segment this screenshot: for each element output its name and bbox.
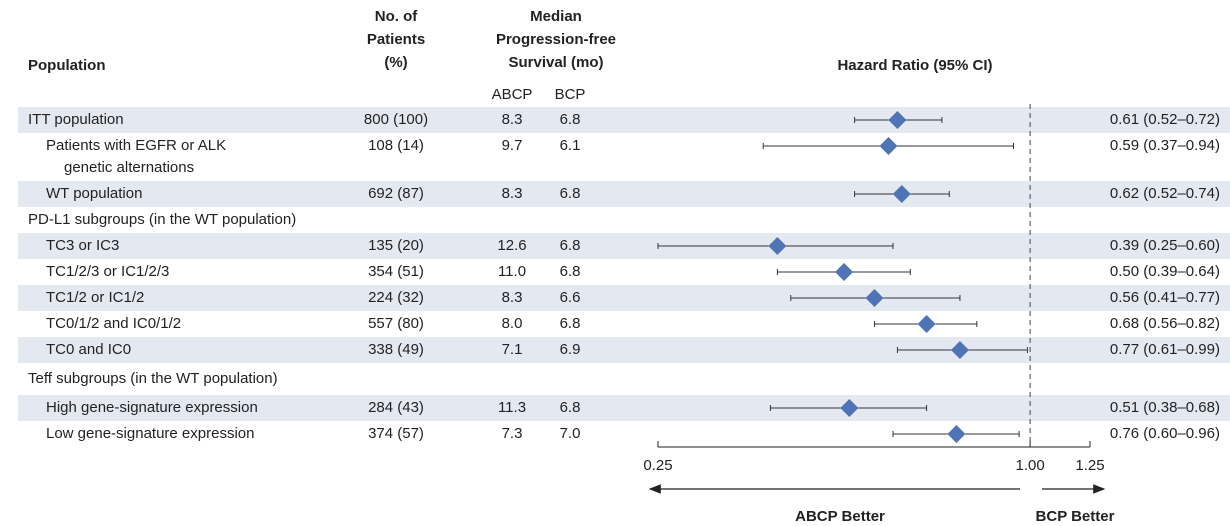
header-hr: Hazard Ratio (95% CI) [837, 57, 992, 74]
hr-label: 0.56 (0.41–0.77) [1110, 289, 1220, 306]
header-abcp: ABCP [492, 86, 533, 103]
hr-diamond [950, 341, 969, 359]
hr-diamond [892, 185, 911, 203]
x-tick-label: 1.00 [1016, 457, 1045, 474]
hr-diamond [865, 289, 884, 307]
header-patients: (%) [384, 54, 407, 71]
patients: 224 (32) [368, 289, 424, 306]
abcp-pfs: 8.3 [502, 185, 523, 202]
row-label: TC1/2 or IC1/2 [46, 289, 144, 306]
patients: 135 (20) [368, 237, 424, 254]
abcp-pfs: 12.6 [497, 237, 526, 254]
abcp-pfs: 11.3 [498, 399, 526, 416]
hr-label: 0.39 (0.25–0.60) [1110, 237, 1220, 254]
hr-label: 0.77 (0.61–0.99) [1110, 341, 1220, 358]
header-pfs: Survival (mo) [508, 54, 603, 71]
right-label: BCP Better [1036, 508, 1115, 525]
bcp-pfs: 6.8 [560, 185, 581, 202]
hr-label: 0.50 (0.39–0.64) [1110, 263, 1220, 280]
patients: 354 (51) [368, 263, 424, 280]
row-backgrounds [18, 107, 1230, 421]
row-shade [18, 285, 1230, 311]
row-shade [18, 181, 1230, 207]
row-shade [18, 395, 1230, 421]
left-label: ABCP Better [795, 508, 885, 525]
patients: 108 (14) [368, 137, 424, 154]
hr-diamond [840, 399, 859, 417]
bcp-pfs: 6.9 [560, 341, 581, 358]
row-label: TC1/2/3 or IC1/2/3 [46, 263, 169, 280]
row-label: ITT population [28, 111, 124, 128]
hr-label: 0.62 (0.52–0.74) [1110, 185, 1220, 202]
hr-diamond [917, 315, 936, 333]
row-label: TC3 or IC3 [46, 237, 119, 254]
patients: 374 (57) [368, 425, 424, 442]
hr-diamond [879, 137, 898, 155]
bcp-pfs: 6.6 [560, 289, 581, 306]
abcp-pfs: 8.3 [502, 111, 523, 128]
hr-diamond [947, 425, 966, 443]
row-label: High gene-signature expression [46, 399, 258, 416]
hr-diamond [835, 263, 854, 281]
x-tick-label: 1.25 [1075, 457, 1104, 474]
hr-label: 0.76 (0.60–0.96) [1110, 425, 1220, 442]
row-label: TC0 and IC0 [46, 341, 131, 358]
header-population: Population [28, 57, 106, 74]
patients: 284 (43) [368, 399, 424, 416]
abcp-pfs: 9.7 [502, 137, 523, 154]
bcp-pfs: 7.0 [560, 425, 581, 442]
patients: 800 (100) [364, 111, 428, 128]
header-bcp: BCP [555, 86, 586, 103]
bcp-pfs: 6.8 [560, 237, 581, 254]
header-patients: No. of [375, 8, 418, 25]
bcp-pfs: 6.8 [560, 111, 581, 128]
bcp-pfs: 6.8 [560, 399, 581, 416]
x-tick-label: 0.25 [643, 457, 672, 474]
row-shade [18, 233, 1230, 259]
row-label: WT population [46, 185, 142, 202]
abcp-pfs: 11.0 [498, 263, 526, 280]
patients: 338 (49) [368, 341, 424, 358]
hr-diamond [768, 237, 787, 255]
hr-label: 0.51 (0.38–0.68) [1110, 399, 1220, 416]
row-label: Teff subgroups (in the WT population) [28, 370, 278, 387]
abcp-pfs: 8.3 [502, 289, 523, 306]
patients: 557 (80) [368, 315, 424, 332]
bcp-pfs: 6.8 [560, 315, 581, 332]
patients: 692 (87) [368, 185, 424, 202]
abcp-pfs: 7.1 [502, 341, 523, 358]
row-label: Low gene-signature expression [46, 425, 254, 442]
header-pfs: Progression-free [496, 31, 616, 48]
hr-label: 0.59 (0.37–0.94) [1110, 137, 1220, 154]
hr-diamond [888, 111, 907, 129]
bcp-pfs: 6.8 [560, 263, 581, 280]
abcp-pfs: 7.3 [502, 425, 523, 442]
header-patients: Patients [367, 31, 425, 48]
abcp-pfs: 8.0 [502, 315, 523, 332]
row-label: genetic alternations [64, 159, 194, 176]
bcp-pfs: 6.1 [560, 137, 581, 154]
row-label: PD-L1 subgroups (in the WT population) [28, 211, 296, 228]
row-shade [18, 107, 1230, 133]
row-shade [18, 337, 1230, 363]
hr-label: 0.61 (0.52–0.72) [1110, 111, 1220, 128]
header-pfs: Median [530, 8, 582, 25]
row-label: Patients with EGFR or ALK [46, 137, 226, 154]
row-label: TC0/1/2 and IC0/1/2 [46, 315, 181, 332]
hr-label: 0.68 (0.56–0.82) [1110, 315, 1220, 332]
